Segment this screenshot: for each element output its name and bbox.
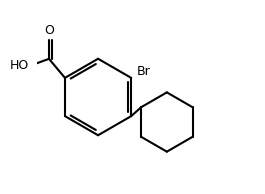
Text: O: O (44, 24, 54, 37)
Text: HO: HO (10, 59, 29, 72)
Text: Br: Br (137, 65, 151, 78)
